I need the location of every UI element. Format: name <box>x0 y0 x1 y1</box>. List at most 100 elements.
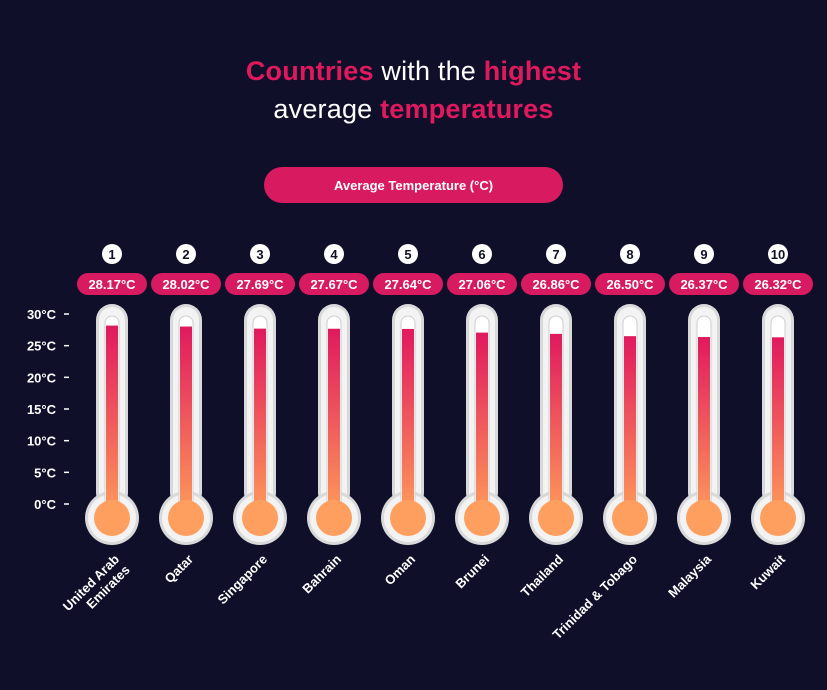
chart-title-line-1: Countries with the highest <box>0 56 827 87</box>
value-label: 26.86°C <box>532 277 580 292</box>
mercury-bar <box>106 325 118 522</box>
mercury-bulb <box>242 500 278 536</box>
rank-circle <box>324 244 344 264</box>
mercury-bulb <box>760 500 796 536</box>
thermometer: 9 26.37°C Malaysia <box>665 244 739 600</box>
thermometer: 4 27.67°C Bahrain <box>299 244 369 596</box>
title-word-average: average <box>273 94 381 124</box>
value-label: 26.37°C <box>680 277 728 292</box>
value-label: 27.69°C <box>236 277 284 292</box>
mercury-bulb <box>686 500 722 536</box>
country-label: Qatar <box>161 552 196 587</box>
rank-number: 2 <box>182 247 189 262</box>
rank-circle <box>176 244 196 264</box>
value-label: 28.02°C <box>162 277 210 292</box>
y-tick-label: 20°C <box>27 370 57 385</box>
thermometer: 5 27.64°C Oman <box>373 244 443 588</box>
rank-circle <box>398 244 418 264</box>
value-label: 26.50°C <box>606 277 654 292</box>
value-label: 27.64°C <box>384 277 432 292</box>
thermometer: 3 27.69°C Singapore <box>215 244 295 607</box>
mercury-bar <box>402 328 414 522</box>
chart-title-line-2: average temperatures <box>0 94 827 125</box>
title-word-highest: highest <box>483 56 582 86</box>
rank-number: 9 <box>700 247 707 262</box>
value-pill <box>669 273 739 295</box>
mercury-bar <box>772 337 784 522</box>
rank-number: 6 <box>478 247 485 262</box>
value-pill <box>299 273 369 295</box>
mercury-bar <box>328 328 340 522</box>
value-label: 27.06°C <box>458 277 506 292</box>
rank-circle <box>102 244 122 264</box>
country-label-line: Oman <box>381 551 418 588</box>
country-label: Thailand <box>518 551 566 599</box>
y-tick-label: 10°C <box>27 434 57 449</box>
value-pill <box>743 273 813 295</box>
value-label: 28.17°C <box>88 277 136 292</box>
country-label-line: Malaysia <box>665 551 714 600</box>
value-pill <box>225 273 295 295</box>
value-label: 27.67°C <box>310 277 358 292</box>
rank-number: 4 <box>330 247 338 262</box>
title-word-with-the: with the <box>373 56 484 86</box>
rank-circle <box>472 244 492 264</box>
value-pill <box>373 273 443 295</box>
country-label: United ArabEmirates <box>60 551 133 624</box>
rank-number: 5 <box>404 247 411 262</box>
thermometer: 1 28.17°C United ArabEmirates <box>60 244 147 624</box>
mercury-bulb <box>464 500 500 536</box>
rank-circle <box>250 244 270 264</box>
country-label: Brunei <box>452 552 492 592</box>
thermometer: 6 27.06°C Brunei <box>447 244 517 591</box>
country-label-line: Kuwait <box>747 551 788 592</box>
thermometer: 7 26.86°C Thailand <box>518 244 591 600</box>
mercury-bar <box>254 328 266 522</box>
value-pill <box>447 273 517 295</box>
legend-pill: Average Temperature (°C) <box>264 167 563 203</box>
mercury-bulb <box>316 500 352 536</box>
value-label: 26.32°C <box>754 277 802 292</box>
rank-circle <box>768 244 788 264</box>
rank-number: 10 <box>771 247 785 262</box>
rank-number: 7 <box>552 247 559 262</box>
rank-number: 1 <box>108 247 115 262</box>
rank-circle <box>694 244 714 264</box>
mercury-bar <box>550 333 562 522</box>
country-label: Kuwait <box>747 551 788 592</box>
y-tick-label: 25°C <box>27 339 57 354</box>
country-label-line: Singapore <box>215 552 271 608</box>
country-label: Malaysia <box>665 551 714 600</box>
mercury-bulb <box>390 500 426 536</box>
y-tick-label: 5°C <box>34 465 56 480</box>
mercury-bar <box>180 326 192 522</box>
value-pill <box>521 273 591 295</box>
y-tick-label: 15°C <box>27 402 57 417</box>
mercury-bulb <box>168 500 204 536</box>
country-label-line: Brunei <box>452 552 492 592</box>
y-tick-label: 0°C <box>34 497 56 512</box>
country-label-line: Thailand <box>518 551 566 599</box>
country-label: Bahrain <box>299 551 344 596</box>
rank-circle <box>546 244 566 264</box>
mercury-bar <box>476 332 488 522</box>
mercury-bar <box>698 336 710 522</box>
mercury-bulb <box>612 500 648 536</box>
y-tick-label: 30°C <box>27 307 57 322</box>
country-label: Singapore <box>215 552 271 608</box>
rank-circle <box>620 244 640 264</box>
country-label-line: Bahrain <box>299 551 344 596</box>
title-word-temperatures: temperatures <box>380 94 554 124</box>
value-pill <box>151 273 221 295</box>
mercury-bulb <box>538 500 574 536</box>
country-label-line: Qatar <box>161 552 196 587</box>
country-label: Oman <box>381 551 418 588</box>
mercury-bulb <box>94 500 130 536</box>
rank-number: 8 <box>626 247 633 262</box>
thermometer: 10 26.32°C Kuwait <box>743 244 813 592</box>
thermometer: 2 28.02°C Qatar <box>151 244 221 586</box>
value-pill <box>595 273 665 295</box>
mercury-bar <box>624 336 636 522</box>
title-word-countries: Countries <box>245 56 374 86</box>
